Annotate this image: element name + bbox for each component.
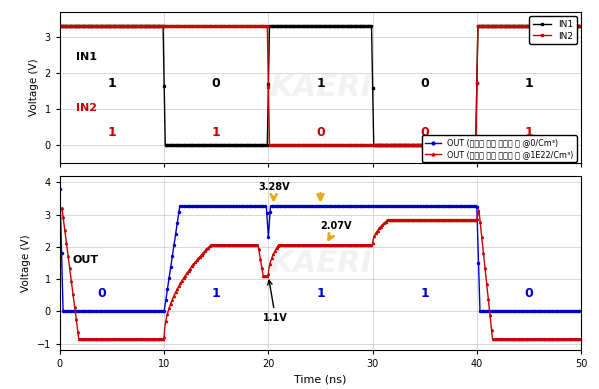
Text: IN1: IN1 [75, 52, 96, 62]
Text: 1: 1 [525, 126, 533, 139]
Text: 0: 0 [316, 126, 325, 139]
IN2 [365, 143, 372, 147]
Text: 1: 1 [212, 126, 220, 139]
Line: IN2: IN2 [59, 25, 582, 146]
IN1 [577, 24, 585, 28]
Text: 1: 1 [212, 287, 220, 300]
Text: KAERI: KAERI [269, 249, 372, 278]
IN1 [443, 143, 450, 147]
Text: 0: 0 [420, 126, 429, 139]
IN1 [365, 24, 372, 28]
IN1 [471, 143, 478, 147]
IN1 [388, 143, 395, 147]
IN2 [245, 24, 252, 28]
IN1 [83, 24, 90, 28]
Text: 2.07V: 2.07V [320, 221, 352, 240]
IN2 [56, 24, 63, 28]
Text: 0: 0 [212, 77, 220, 90]
Y-axis label: Voltage (V): Voltage (V) [29, 58, 39, 116]
Text: 1: 1 [316, 77, 325, 90]
IN2 [266, 143, 273, 147]
IN1 [245, 143, 252, 147]
Text: 1: 1 [420, 287, 429, 300]
IN1 [162, 143, 169, 147]
IN2 [471, 143, 478, 147]
Text: 1: 1 [108, 126, 116, 139]
Text: 0: 0 [525, 287, 533, 300]
Line: IN1: IN1 [59, 25, 582, 146]
IN1 [56, 24, 63, 28]
IN2 [388, 143, 395, 147]
X-axis label: Time (ns): Time (ns) [294, 375, 347, 385]
Y-axis label: Voltage (V): Voltage (V) [21, 234, 31, 292]
IN2 [577, 24, 585, 28]
Text: 1: 1 [525, 77, 533, 90]
Text: 0: 0 [420, 77, 429, 90]
Text: 1: 1 [316, 287, 325, 300]
IN2 [443, 143, 450, 147]
Text: KAERI: KAERI [269, 73, 372, 102]
IN2 [83, 24, 90, 28]
Text: 3.28V: 3.28V [258, 182, 289, 200]
Text: 1: 1 [108, 77, 116, 90]
Legend: OUT (방사선 영향 모델링 전 @0/Cm³), OUT (방사선 영향 모델링 후 @1E22/Cm³): OUT (방사선 영향 모델링 전 @0/Cm³), OUT (방사선 영향 모… [422, 135, 577, 162]
Text: 1.1V: 1.1V [263, 280, 288, 323]
Text: OUT: OUT [72, 255, 98, 265]
Text: 0: 0 [97, 287, 106, 300]
Text: IN2: IN2 [75, 103, 96, 113]
